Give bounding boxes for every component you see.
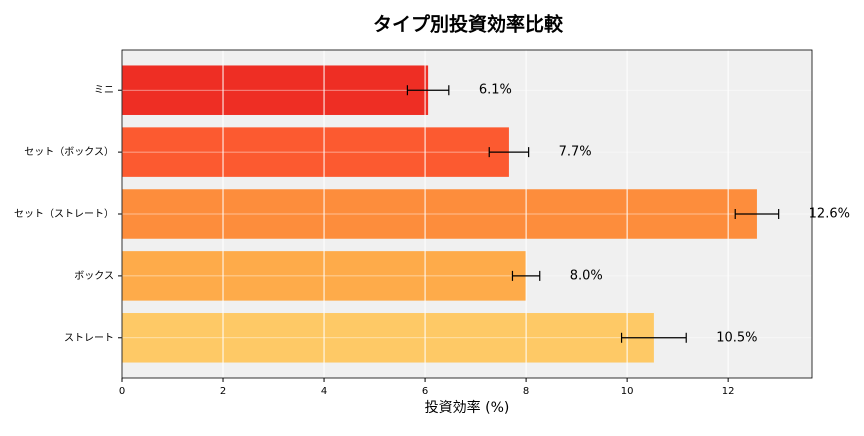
plot-frame <box>121 49 813 379</box>
data-label: 8.0% <box>570 268 603 283</box>
x-tick-label: 0 <box>119 386 125 397</box>
x-tick-label: 12 <box>722 386 735 397</box>
y-tick-label: ストレート <box>64 333 114 344</box>
data-label: 6.1% <box>479 83 512 98</box>
x-axis-label: 投資効率 (%) <box>425 399 510 416</box>
x-tick-label: 8 <box>523 386 529 397</box>
data-label: 12.6% <box>809 207 850 222</box>
x-tick-label: 10 <box>621 386 634 397</box>
y-tick-label: セット（ボックス） <box>24 146 114 158</box>
x-tick-label: 4 <box>321 386 327 397</box>
x-tick-label: 6 <box>422 386 428 397</box>
y-tick-label: ミニ <box>94 85 114 96</box>
data-label: 10.5% <box>716 330 757 345</box>
chart-title: タイプ別投資効率比較 <box>373 13 564 36</box>
y-tick-label: ボックス <box>74 270 114 282</box>
data-label: 7.7% <box>559 145 592 160</box>
y-tick-label: セット（ストレート） <box>14 208 114 220</box>
x-tick-label: 2 <box>220 386 226 397</box>
